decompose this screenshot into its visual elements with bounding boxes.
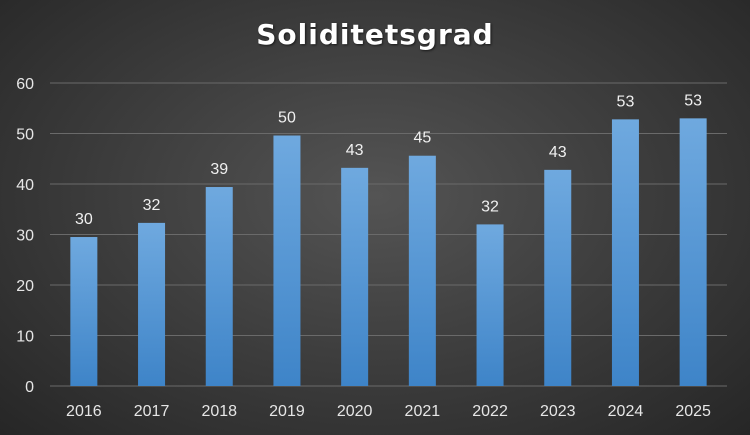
data-labels: 30 32 39 50 43 45 32 43 53 53	[75, 92, 702, 228]
data-label-2022: 32	[481, 198, 499, 215]
bar-2018	[205, 187, 233, 386]
bar-2022	[476, 224, 504, 386]
y-tick-label: 60	[16, 76, 34, 93]
x-tick-label: 2017	[134, 403, 170, 420]
x-axis: 2016 2017 2018 2019 2020 2021 2022 2023 2024 2025	[66, 403, 711, 420]
x-tick-label: 2020	[337, 403, 373, 420]
data-label-2020: 43	[346, 142, 364, 159]
data-label-2018: 39	[210, 161, 228, 178]
data-label-2016: 30	[75, 211, 93, 228]
x-tick-label: 2016	[66, 403, 102, 420]
data-label-2023: 43	[549, 144, 567, 161]
data-label-2019: 50	[278, 110, 296, 127]
data-label-2025: 53	[684, 92, 702, 109]
bars	[70, 118, 707, 387]
y-tick-label: 10	[16, 329, 34, 346]
x-tick-label: 2019	[269, 403, 305, 420]
data-label-2024: 53	[617, 93, 635, 110]
y-tick-label: 40	[16, 177, 34, 194]
x-tick-label: 2024	[608, 403, 644, 420]
x-tick-label: 2025	[675, 403, 711, 420]
data-label-2021: 45	[413, 130, 431, 147]
bar-2016	[70, 237, 98, 386]
bar-2023	[544, 169, 572, 386]
x-tick-label: 2021	[405, 403, 441, 420]
bar-2020	[341, 167, 369, 386]
y-axis: 0 10 20 30 40 50 60	[16, 76, 34, 396]
x-tick-label: 2022	[472, 403, 508, 420]
bar-2021	[408, 155, 436, 386]
y-tick-label: 50	[16, 127, 34, 144]
bar-2019	[273, 135, 301, 386]
y-tick-label: 20	[16, 278, 34, 295]
data-label-2017: 32	[143, 197, 161, 214]
y-tick-label: 30	[16, 228, 34, 245]
y-tick-label: 0	[25, 379, 34, 396]
bar-2017	[138, 222, 166, 386]
chart-title: Soliditetsgrad	[256, 18, 494, 51]
bar-2024	[611, 119, 639, 387]
bar-2025	[679, 118, 707, 386]
x-tick-label: 2023	[540, 403, 576, 420]
x-tick-label: 2018	[201, 403, 237, 420]
